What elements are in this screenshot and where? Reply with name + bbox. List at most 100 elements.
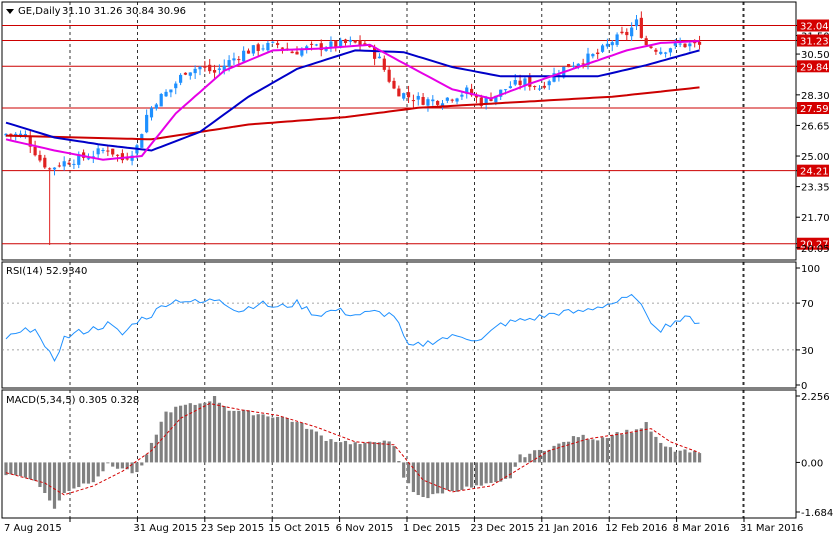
macd-bar	[203, 402, 207, 463]
candle-body	[67, 162, 71, 165]
macd-bar	[23, 462, 27, 478]
candle-body	[659, 51, 663, 54]
price-tick-label: 28.30	[801, 91, 830, 102]
macd-bar	[52, 462, 57, 509]
candle-body	[149, 107, 154, 118]
candle-body	[339, 39, 343, 47]
candle-body	[455, 98, 459, 102]
candle-body	[106, 150, 110, 152]
macd-bar	[266, 416, 270, 463]
candle-body	[57, 165, 61, 167]
macd-panel-frame	[1, 389, 797, 519]
candle-body	[14, 133, 18, 136]
macd-bar	[513, 462, 517, 467]
macd-bar	[484, 462, 488, 484]
macd-bar	[571, 436, 576, 463]
candle-body	[227, 60, 231, 67]
macd-bar	[9, 462, 13, 475]
macd-bar	[208, 401, 212, 463]
candle-body	[256, 44, 260, 51]
candle-body	[431, 99, 435, 102]
macd-bar	[552, 445, 556, 463]
macd-bar	[596, 440, 600, 463]
candle-body	[591, 54, 595, 57]
dropdown-triangle-icon[interactable]	[6, 9, 14, 14]
macd-bar	[96, 462, 100, 477]
macd-tick-label: -1.684	[801, 508, 833, 519]
macd-bar	[130, 462, 134, 474]
candle-body	[678, 43, 682, 45]
candle-body	[9, 133, 13, 135]
macd-bar	[373, 442, 377, 463]
candle-body	[426, 99, 430, 106]
candle-body	[309, 43, 314, 45]
candle-body	[576, 63, 580, 67]
macd-bar	[285, 418, 289, 463]
macd-bar	[450, 462, 454, 492]
candle-body	[242, 50, 246, 62]
time-tick-label: 8 Mar 2016	[673, 523, 730, 534]
candle-body	[130, 155, 134, 161]
macd-bar	[271, 417, 275, 463]
candle-body	[382, 58, 386, 70]
candle-body	[120, 153, 124, 161]
candle-body	[518, 80, 522, 85]
time-tick-label: 23 Sep 2015	[201, 523, 264, 534]
candle-body	[232, 58, 236, 61]
price-tick-label: 20.27	[800, 240, 829, 251]
macd-bar	[436, 462, 440, 494]
candle-body	[668, 48, 673, 53]
macd-bar	[576, 437, 580, 463]
rsi-line	[5, 293, 700, 362]
candle-body	[251, 45, 255, 54]
candle-body	[542, 85, 546, 88]
macd-bar	[348, 444, 352, 463]
macd-bar	[111, 462, 115, 467]
price-level-badge	[797, 164, 829, 177]
macd-bar	[440, 462, 445, 494]
candle-body	[581, 63, 585, 65]
macd-bar	[232, 410, 236, 463]
macd-bar	[82, 462, 86, 484]
candle-body	[179, 74, 183, 83]
macd-bar	[693, 450, 697, 463]
vertical-grid	[69, 2, 745, 518]
time-tick-label: 6 Nov 2015	[336, 523, 394, 534]
time-tick-label: 15 Oct 2015	[268, 523, 330, 534]
candle-body	[91, 156, 95, 158]
time-tick-label: 7 Aug 2015	[4, 523, 62, 534]
macd-bar	[678, 450, 682, 463]
candle-body	[290, 51, 294, 54]
time-tick-label: 12 Feb 2016	[605, 523, 667, 534]
candles	[4, 11, 702, 246]
macd-bar	[193, 404, 197, 463]
macd-bar	[387, 441, 391, 463]
candle-body	[445, 97, 449, 101]
candle-body	[494, 95, 498, 103]
macd-bar	[644, 422, 648, 463]
time-tick-label: 21 Jan 2016	[538, 523, 598, 534]
macd-bar	[72, 462, 76, 489]
candle-body	[421, 97, 425, 105]
macd-label: MACD(5,34,5) 0.305 0.328	[6, 395, 139, 406]
candle-body	[4, 133, 8, 136]
candle-body	[212, 70, 217, 73]
candle-body	[23, 134, 27, 136]
macd-bar	[300, 422, 304, 463]
macd-bar	[343, 440, 348, 463]
candle-body	[164, 91, 168, 97]
macd-bar	[508, 462, 512, 479]
candle-body	[630, 27, 634, 37]
price-panel-frame	[1, 1, 797, 261]
macd-bar	[368, 441, 372, 463]
candle-body	[305, 46, 309, 50]
candle-body	[470, 88, 474, 96]
candle-body	[503, 89, 508, 91]
candle-body	[319, 43, 323, 51]
macd-bar	[57, 462, 61, 501]
candle-body	[513, 80, 517, 85]
candle-body	[644, 38, 648, 46]
macd-bar	[33, 462, 37, 481]
macd-bar	[673, 451, 677, 463]
macd-bar	[445, 462, 449, 491]
